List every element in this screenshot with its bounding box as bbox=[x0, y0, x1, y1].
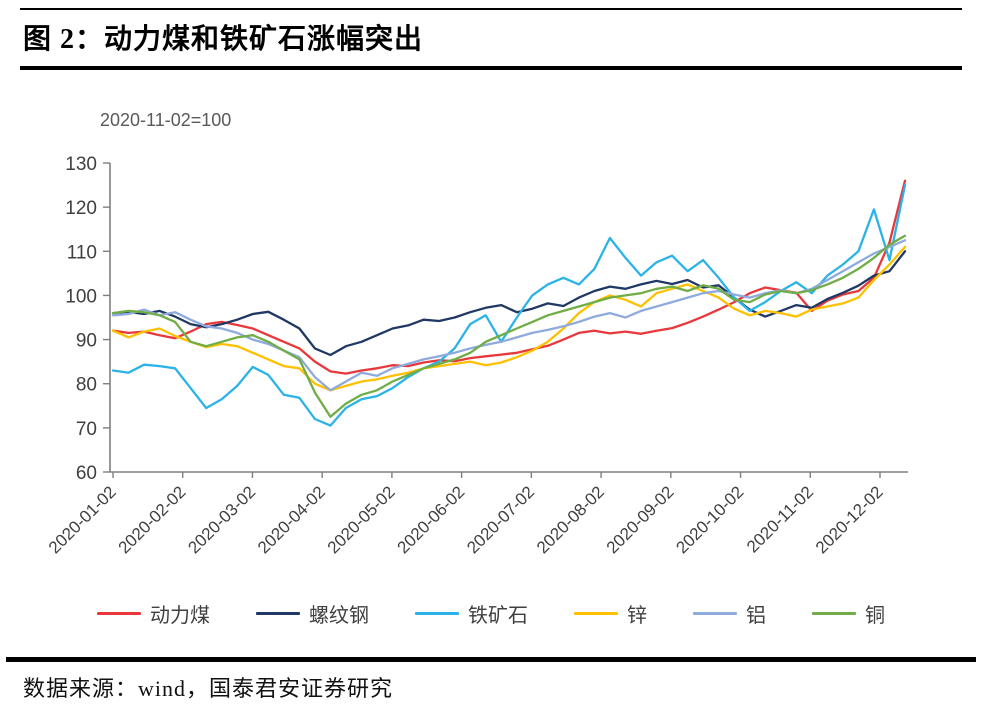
x-tick-label: 2020-07-02 bbox=[463, 482, 538, 557]
legend-label-iron-ore: 铁矿石 bbox=[468, 605, 528, 627]
x-tick-label: 2020-11-02 bbox=[743, 482, 817, 556]
series-line-zinc bbox=[111, 245, 907, 392]
legend-label-copper: 铜 bbox=[865, 605, 885, 627]
x-tick-label: 2020-09-02 bbox=[603, 482, 678, 557]
x-tick-label: 2020-05-02 bbox=[324, 482, 399, 557]
y-tick-label: 90 bbox=[76, 331, 97, 352]
y-tick-label: 120 bbox=[65, 198, 97, 219]
legend-swatch-copper bbox=[812, 611, 856, 616]
legend-item-iron-ore: 铁矿石 bbox=[415, 599, 528, 628]
y-tick-label: 80 bbox=[76, 375, 97, 396]
legend-swatch-thermal-coal bbox=[97, 611, 141, 616]
legend-label-rebar: 螺纹钢 bbox=[309, 605, 369, 627]
top-rule bbox=[20, 8, 962, 10]
x-tick-label: 2020-10-02 bbox=[672, 482, 747, 557]
legend-label-aluminum: 铝 bbox=[746, 605, 766, 627]
y-tick-label: 70 bbox=[76, 419, 97, 440]
legend-item-copper: 铜 bbox=[812, 599, 885, 628]
legend-item-aluminum: 铝 bbox=[693, 599, 766, 628]
legend-label-thermal-coal: 动力煤 bbox=[150, 605, 210, 627]
series-line-thermal-coal bbox=[111, 179, 907, 375]
legend-swatch-aluminum bbox=[693, 611, 737, 616]
legend-item-thermal-coal: 动力煤 bbox=[97, 599, 210, 628]
title-underline bbox=[20, 66, 962, 70]
legend-item-zinc: 锌 bbox=[574, 599, 647, 628]
y-tick-label: 60 bbox=[76, 463, 97, 484]
data-source: 数据来源：wind，国泰君安证券研究 bbox=[23, 676, 394, 701]
x-tick-label: 2020-12-02 bbox=[812, 482, 887, 557]
chart-legend: 动力煤 螺纹钢 铁矿石 锌 铝 铜 bbox=[0, 599, 982, 628]
series-line-rebar bbox=[111, 250, 907, 357]
x-tick-label: 2020-02-02 bbox=[115, 482, 190, 557]
x-tick-label: 2020-06-02 bbox=[394, 482, 469, 557]
y-tick-label: 100 bbox=[65, 286, 97, 307]
legend-swatch-zinc bbox=[574, 611, 618, 616]
figure-title: 图 2：动力煤和铁矿石涨幅突出 bbox=[23, 24, 424, 55]
series-line-copper bbox=[111, 234, 907, 418]
y-tick-label: 130 bbox=[65, 154, 97, 175]
bottom-rule bbox=[6, 657, 976, 662]
y-tick-label: 110 bbox=[67, 242, 97, 263]
series-line-iron-ore bbox=[111, 183, 907, 427]
legend-swatch-iron-ore bbox=[415, 611, 459, 616]
x-tick-label: 2020-01-02 bbox=[45, 482, 120, 557]
x-tick-label: 2020-04-02 bbox=[254, 482, 329, 557]
legend-label-zinc: 锌 bbox=[627, 605, 647, 627]
index-base-note: 2020-11-02=100 bbox=[100, 110, 232, 130]
x-tick-label: 2020-08-02 bbox=[533, 482, 608, 557]
line-chart: 60 70 80 90 100 110 120 130 2020-01-022020-02-02… bbox=[45, 154, 908, 557]
legend-item-rebar: 螺纹钢 bbox=[256, 599, 369, 628]
x-tick-label: 2020-03-02 bbox=[184, 482, 259, 557]
legend-swatch-rebar bbox=[256, 611, 300, 616]
